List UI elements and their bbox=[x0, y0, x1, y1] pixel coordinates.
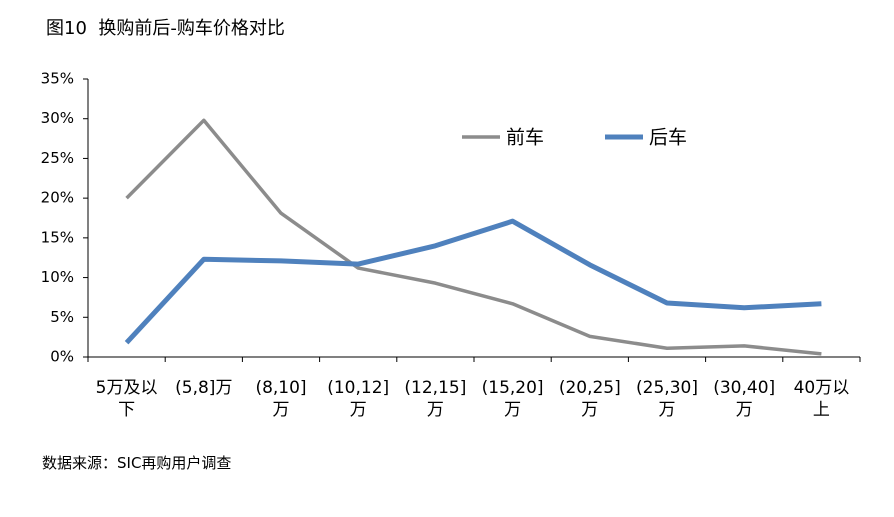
x-tick-label: 5万及以下 bbox=[95, 378, 158, 420]
y-tick-label: 35% bbox=[41, 70, 74, 88]
y-tick-label: 30% bbox=[41, 109, 74, 127]
y-tick-label: 5% bbox=[50, 308, 74, 326]
series-line bbox=[124, 218, 822, 345]
y-tick-label: 15% bbox=[41, 228, 74, 246]
x-tick-label: (12,15]万 bbox=[404, 378, 467, 420]
y-tick-label: 0% bbox=[50, 348, 74, 366]
legend-label: 后车 bbox=[649, 127, 687, 149]
legend-label: 前车 bbox=[506, 127, 544, 149]
x-tick-label: 40万以上 bbox=[793, 378, 850, 420]
y-tick-label: 25% bbox=[41, 149, 74, 167]
y-tick-label: 20% bbox=[41, 189, 74, 207]
x-tick-label: (5,8]万 bbox=[175, 378, 233, 398]
x-tick-label: (20,25]万 bbox=[558, 378, 621, 420]
x-tick-label: (30,40]万 bbox=[713, 378, 776, 420]
series-line bbox=[125, 118, 822, 356]
x-tick-label: (8,10]万 bbox=[255, 378, 307, 420]
source-note: 数据来源：SIC再购用户调查 bbox=[42, 454, 232, 472]
x-tick-label: (15,20]万 bbox=[481, 378, 544, 420]
x-tick-label: (25,30]万 bbox=[636, 378, 698, 420]
chart-title: 图10 换购前后-购车价格对比 bbox=[46, 18, 285, 39]
x-tick-label: (10,12]万 bbox=[327, 378, 390, 420]
y-tick-label: 10% bbox=[41, 268, 74, 286]
